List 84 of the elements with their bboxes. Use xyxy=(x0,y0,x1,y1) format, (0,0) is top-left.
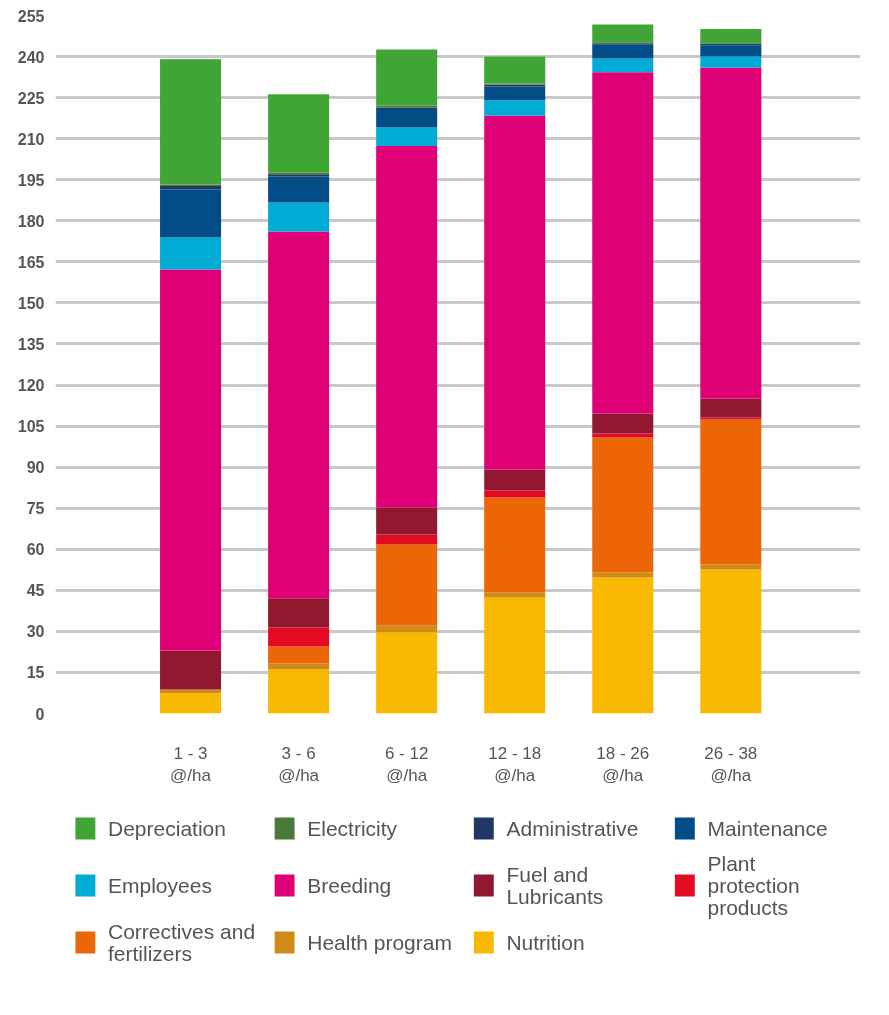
bar xyxy=(376,625,438,633)
bar xyxy=(376,127,438,147)
bar xyxy=(268,176,330,203)
bar xyxy=(700,56,762,68)
bar xyxy=(592,413,654,434)
legend-label: Fuel and Lubricants xyxy=(506,863,604,908)
bar xyxy=(484,469,546,491)
bar xyxy=(160,269,222,651)
bar xyxy=(484,490,546,498)
legend-label: Nutrition xyxy=(506,931,585,954)
y-tick-label: 90 xyxy=(26,459,45,477)
bar xyxy=(376,109,438,128)
bar xyxy=(700,569,762,714)
bar xyxy=(592,433,654,438)
bar xyxy=(160,59,222,185)
bar xyxy=(700,419,762,565)
bar xyxy=(484,115,546,470)
bar xyxy=(376,534,438,545)
y-tick-label: 165 xyxy=(17,253,45,271)
y-tick-label: 255 xyxy=(17,7,45,25)
y-tick-label: 240 xyxy=(17,48,45,66)
legend-label: Correctives and fertilizers xyxy=(108,920,256,965)
bar xyxy=(484,86,546,101)
y-tick-label: 15 xyxy=(26,664,45,682)
x-tick-label: 3 - 6 @/ha xyxy=(278,743,320,786)
x-tick-label: 26 - 38 @/ha xyxy=(704,743,758,786)
bar xyxy=(160,237,222,270)
bar xyxy=(376,544,438,626)
bar xyxy=(484,497,546,593)
bar xyxy=(592,437,654,573)
bar xyxy=(700,564,762,570)
bar xyxy=(484,56,546,84)
bar xyxy=(592,44,654,59)
bar xyxy=(376,146,438,508)
bar xyxy=(268,202,330,232)
bar xyxy=(592,58,654,73)
x-tick-label: 12 - 18 @/ha xyxy=(488,743,542,786)
bar xyxy=(268,627,330,647)
bar xyxy=(484,597,546,714)
y-tick-label: 135 xyxy=(17,335,45,353)
legend-label: Maintenance xyxy=(707,817,828,840)
y-tick-label: 105 xyxy=(17,418,45,436)
bar xyxy=(592,577,654,714)
y-tick-label: 225 xyxy=(17,89,45,107)
x-tick-label: 18 - 26 @/ha xyxy=(596,743,650,786)
bar xyxy=(160,650,222,690)
bar xyxy=(592,72,654,414)
x-tick-label: 6 - 12 @/ha xyxy=(384,743,429,786)
y-tick-label: 0 xyxy=(35,705,45,723)
bar xyxy=(376,49,438,106)
legend-label: Electricity xyxy=(307,817,398,840)
bar xyxy=(160,693,222,714)
legend-label: Breeding xyxy=(307,874,392,897)
x-tick-label: 1 - 3 @/ha xyxy=(170,743,212,786)
bar xyxy=(160,689,222,694)
y-tick-label: 150 xyxy=(17,294,45,312)
y-tick-label: 195 xyxy=(17,171,45,189)
bar xyxy=(700,45,762,57)
legend-label: Employees xyxy=(108,874,212,897)
y-tick-label: 180 xyxy=(17,212,45,230)
bar xyxy=(484,100,546,116)
y-tick-label: 30 xyxy=(26,623,45,641)
bar xyxy=(700,67,762,399)
y-tick-label: 210 xyxy=(17,130,45,148)
bar xyxy=(592,24,654,43)
bar xyxy=(160,189,222,238)
legend-label: Health program xyxy=(307,931,452,954)
bar xyxy=(376,507,438,535)
legend-label: Administrative xyxy=(506,817,639,840)
bar xyxy=(700,28,762,44)
y-tick-label: 45 xyxy=(26,582,45,600)
y-tick-label: 60 xyxy=(26,541,45,559)
bar xyxy=(268,669,330,714)
legend-label: Plant protection products xyxy=(707,852,800,919)
bar xyxy=(268,646,330,664)
bar xyxy=(268,598,330,628)
bar xyxy=(700,398,762,418)
bar xyxy=(376,632,438,714)
bar xyxy=(268,94,330,173)
y-tick-label: 120 xyxy=(17,377,45,395)
bar xyxy=(268,231,330,599)
bar xyxy=(268,663,330,670)
legend-label: Depreciation xyxy=(108,817,226,840)
y-tick-label: 75 xyxy=(26,500,45,518)
